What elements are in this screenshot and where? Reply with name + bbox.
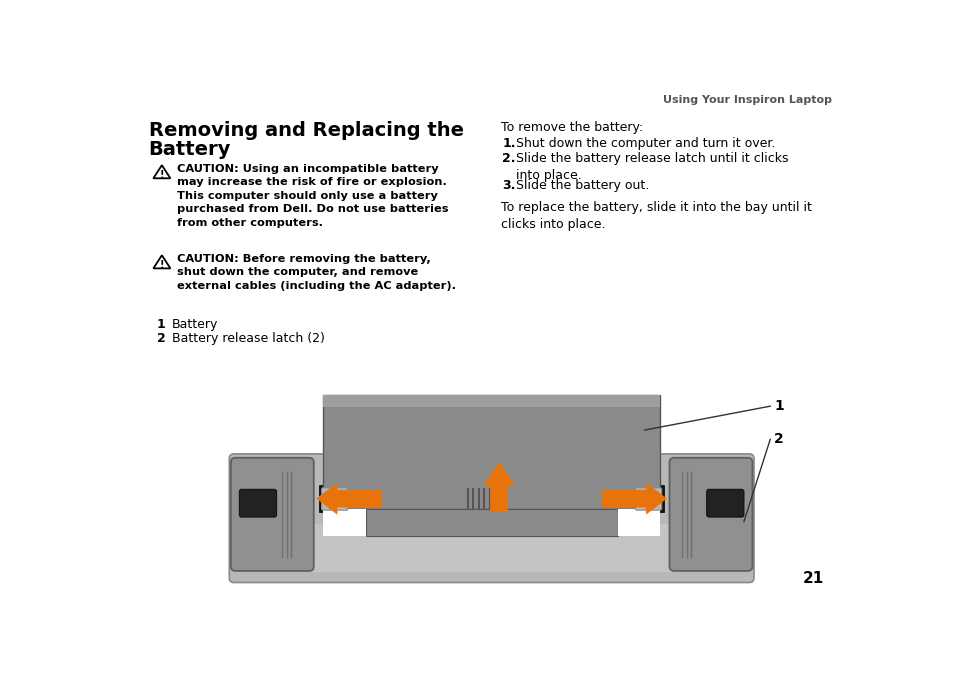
Text: Using Your Inspiron Laptop: Using Your Inspiron Laptop — [662, 95, 831, 105]
Text: 2: 2 — [157, 332, 166, 345]
Bar — [323, 508, 365, 536]
Polygon shape — [316, 483, 381, 514]
Bar — [319, 485, 663, 512]
Bar — [323, 395, 659, 508]
Bar — [365, 508, 617, 536]
Text: CAUTION: Before removing the battery,
shut down the computer, and remove
externa: CAUTION: Before removing the battery, sh… — [177, 254, 456, 291]
FancyBboxPatch shape — [321, 488, 348, 510]
Text: Slide the battery out.: Slide the battery out. — [516, 179, 649, 192]
Text: Battery release latch (2): Battery release latch (2) — [172, 332, 324, 345]
Text: Slide the battery release latch until it clicks
into place.: Slide the battery release latch until it… — [516, 152, 788, 182]
Text: Shut down the computer and turn it over.: Shut down the computer and turn it over. — [516, 137, 775, 150]
FancyBboxPatch shape — [669, 458, 752, 571]
Text: 1: 1 — [157, 318, 166, 332]
Text: !: ! — [159, 260, 164, 270]
Text: To replace the battery, slide it into the bay until it
clicks into place.: To replace the battery, slide it into th… — [500, 200, 811, 231]
Text: Removing and Replacing the: Removing and Replacing the — [149, 121, 463, 140]
FancyBboxPatch shape — [239, 489, 276, 517]
Text: 2.: 2. — [501, 152, 515, 165]
FancyBboxPatch shape — [229, 454, 753, 582]
Text: 21: 21 — [802, 571, 823, 586]
Bar — [617, 508, 659, 536]
FancyBboxPatch shape — [635, 488, 661, 510]
Text: CAUTION: Using an incompatible battery
may increase the risk of fire or explosio: CAUTION: Using an incompatible battery m… — [177, 164, 449, 228]
Polygon shape — [153, 165, 171, 178]
Text: Battery: Battery — [172, 318, 218, 332]
Bar — [323, 395, 659, 407]
Polygon shape — [601, 483, 666, 514]
Bar — [238, 524, 744, 572]
FancyBboxPatch shape — [231, 458, 314, 571]
Polygon shape — [153, 255, 171, 268]
FancyBboxPatch shape — [706, 489, 743, 517]
Text: To remove the battery:: To remove the battery: — [500, 121, 642, 134]
Text: Battery: Battery — [149, 139, 231, 159]
Text: 1: 1 — [773, 399, 783, 413]
Text: 2: 2 — [773, 433, 783, 446]
Text: !: ! — [159, 170, 164, 180]
Text: 1.: 1. — [501, 137, 515, 150]
Text: 3.: 3. — [501, 179, 515, 192]
Polygon shape — [483, 462, 514, 511]
